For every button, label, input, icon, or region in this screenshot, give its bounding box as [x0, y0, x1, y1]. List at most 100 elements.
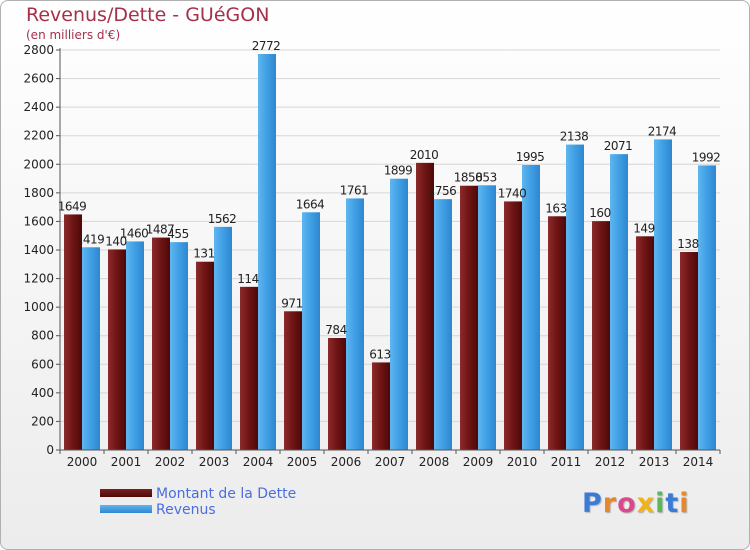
- bar-revenue: [126, 241, 144, 450]
- bar-debt: [240, 286, 258, 450]
- x-tick-label: 2011: [551, 455, 582, 469]
- bar-revenue: [698, 165, 716, 450]
- data-label-debt: 1850: [454, 171, 483, 185]
- bar-revenue: [258, 54, 276, 450]
- logo-letter: i: [679, 488, 690, 519]
- chart-title: Revenus/Dette - GUéGON: [26, 4, 270, 26]
- data-label-revenue: 1761: [340, 183, 369, 197]
- data-label-revenue: 2071: [604, 139, 633, 153]
- data-label-debt: 160: [589, 206, 610, 220]
- bar-revenue: [302, 212, 320, 450]
- bar-revenue: [566, 144, 584, 451]
- y-tick-label: 400: [31, 386, 54, 400]
- x-tick-label: 2006: [331, 455, 362, 469]
- data-label-debt: 971: [281, 296, 302, 310]
- bar-revenue: [82, 247, 100, 450]
- axes: 0 200 400 600 800 1000 1200 1400 1600 1800 2000 220…: [23, 43, 721, 469]
- bar-debt: [152, 237, 170, 450]
- data-label-debt: 613: [369, 347, 390, 361]
- data-label-debt: 2010: [410, 148, 439, 162]
- x-tick-label: 2014: [683, 455, 714, 469]
- y-tick-label: 2600: [23, 72, 54, 86]
- bar-revenue: [170, 242, 188, 450]
- bar-debt: [328, 338, 346, 450]
- y-tick-label: 1600: [23, 214, 54, 228]
- legend-swatch-revenue: [100, 505, 152, 513]
- bar-revenue: [214, 226, 232, 450]
- bar-revenue: [478, 185, 496, 451]
- data-label-revenue: 1992: [692, 150, 721, 164]
- chart-subtitle: (en milliers d'€): [26, 28, 121, 42]
- y-tick-label: 2400: [23, 100, 54, 114]
- bars: [64, 54, 716, 451]
- y-tick-label: 2800: [23, 43, 54, 57]
- data-label-debt: 1649: [58, 199, 87, 213]
- bar-debt: [64, 214, 82, 450]
- x-tick-label: 2010: [507, 455, 538, 469]
- legend-label-revenue: Revenus: [156, 502, 216, 518]
- data-label-debt: 138: [677, 237, 698, 251]
- data-label-revenue: 853: [475, 170, 496, 184]
- bar-revenue: [346, 198, 364, 450]
- bar-revenue: [654, 139, 672, 450]
- x-tick-label: 2012: [595, 455, 626, 469]
- data-label-debt: 1740: [498, 186, 527, 200]
- data-label-revenue: 1756: [428, 184, 457, 198]
- data-label-debt: 1487: [146, 223, 175, 237]
- bar-debt: [284, 311, 302, 450]
- x-tick-label: 2000: [67, 455, 98, 469]
- bar-revenue: [390, 178, 408, 450]
- y-tick-label: 0: [46, 443, 54, 457]
- data-label-revenue: 2138: [560, 130, 589, 144]
- x-tick-label: 2001: [111, 455, 142, 469]
- x-tick-label: 2013: [639, 455, 670, 469]
- y-tick-label: 2200: [23, 129, 54, 143]
- bar-debt: [636, 236, 654, 450]
- x-tick-label: 2009: [463, 455, 494, 469]
- bar-debt: [460, 185, 478, 450]
- bar-debt: [592, 221, 610, 450]
- legend-swatch-debt: [100, 489, 152, 497]
- y-tick-label: 1200: [23, 272, 54, 286]
- data-label-revenue: 2174: [648, 124, 677, 138]
- y-tick-label: 1400: [23, 243, 54, 257]
- y-tick-label: 1800: [23, 186, 54, 200]
- y-tick-label: 2000: [23, 157, 54, 171]
- data-label-revenue: 1664: [296, 197, 325, 211]
- data-label-revenue: 1562: [208, 212, 237, 226]
- bar-debt: [372, 362, 390, 450]
- bar-revenue: [434, 199, 452, 450]
- bar-debt: [504, 201, 522, 450]
- x-tick-label: 2004: [243, 455, 274, 469]
- logo-letter: o: [617, 488, 637, 519]
- data-label-debt: 163: [545, 201, 566, 215]
- data-label-debt: 149: [633, 221, 654, 235]
- data-label-debt: 784: [325, 323, 346, 337]
- data-label-debt: 131: [193, 247, 214, 261]
- data-label-debt: 114: [237, 272, 258, 286]
- y-tick-label: 1000: [23, 300, 54, 314]
- logo-letter: P: [582, 488, 603, 519]
- y-tick-label: 600: [31, 357, 54, 371]
- bar-debt: [680, 252, 698, 450]
- x-tick-label: 2002: [155, 455, 186, 469]
- x-tick-label: 2008: [419, 455, 450, 469]
- data-label-revenue: 1419: [76, 232, 105, 246]
- logo-letter: t: [665, 488, 680, 519]
- data-label-revenue: 455: [167, 227, 188, 241]
- logo-letter: x: [636, 488, 656, 519]
- bar-debt: [108, 249, 126, 450]
- y-tick-label: 800: [31, 329, 54, 343]
- legend-label-debt: Montant de la Dette: [156, 486, 297, 502]
- x-tick-label: 2003: [199, 455, 230, 469]
- data-label-revenue: 1460: [120, 226, 149, 240]
- data-label-revenue: 2772: [252, 39, 281, 53]
- logo-letter: i: [655, 488, 666, 519]
- proxiti-logo: Proxiti: [582, 488, 690, 519]
- x-tick-label: 2005: [287, 455, 318, 469]
- logo-letter: r: [602, 488, 618, 519]
- bar-debt: [196, 261, 214, 450]
- bar-debt: [416, 162, 434, 450]
